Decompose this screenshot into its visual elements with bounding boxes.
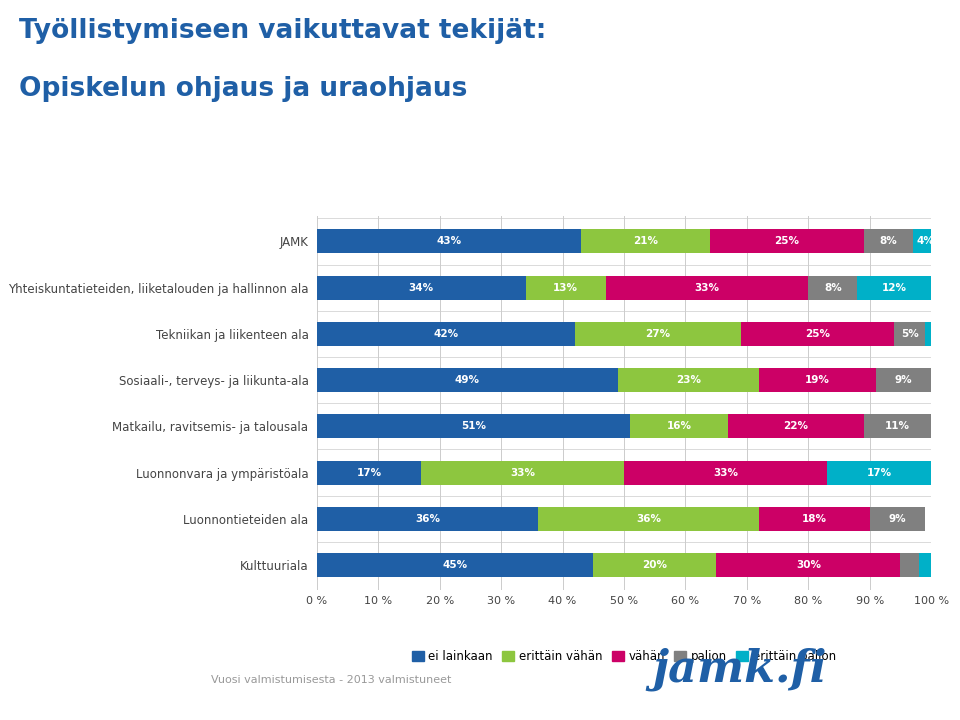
Bar [857,276,931,300]
Bar [526,276,606,300]
Bar [317,368,618,392]
Text: 16%: 16% [667,421,692,431]
Bar [317,461,421,485]
Text: 4%: 4% [916,236,934,246]
Bar [900,553,919,577]
Bar [759,507,870,531]
Text: 8%: 8% [824,283,842,292]
Text: 42%: 42% [433,329,458,339]
Text: 13%: 13% [553,283,578,292]
Text: 30%: 30% [796,560,821,570]
Bar [864,230,913,253]
Bar [919,553,937,577]
Bar [575,322,741,346]
Text: 33%: 33% [510,467,535,477]
Bar [870,507,925,531]
Bar [864,414,931,438]
Bar [925,322,937,346]
Text: 11%: 11% [885,421,910,431]
Text: 34%: 34% [409,283,434,292]
Text: 49%: 49% [455,375,480,385]
Bar [876,368,931,392]
Text: 8%: 8% [879,236,897,246]
Text: 33%: 33% [713,467,738,477]
Bar [710,230,864,253]
Text: Opiskelun ohjaus ja uraohjaus: Opiskelun ohjaus ja uraohjaus [19,76,468,102]
Bar [581,230,710,253]
Bar [913,230,937,253]
Bar [759,368,876,392]
Text: 5%: 5% [900,329,919,339]
Text: 25%: 25% [805,329,830,339]
Text: 9%: 9% [895,375,912,385]
Text: 17%: 17% [867,467,892,477]
Text: 36%: 36% [415,514,440,523]
Text: 45%: 45% [443,560,468,570]
Bar [606,276,808,300]
Text: Työllistymiseen vaikuttavat tekijät:: Työllistymiseen vaikuttavat tekijät: [19,18,546,44]
Bar [716,553,900,577]
Legend: ei lainkaan, erittäin vähän, vähän, paljon, erittäin paljon: ei lainkaan, erittäin vähän, vähän, palj… [407,645,841,667]
Text: 27%: 27% [645,329,670,339]
Text: 19%: 19% [805,375,830,385]
Text: 25%: 25% [775,236,800,246]
Text: Vuosi valmistumisesta - 2013 valmistuneet: Vuosi valmistumisesta - 2013 valmistunee… [211,675,451,685]
Bar [808,276,857,300]
Text: 23%: 23% [676,375,701,385]
Bar [317,322,575,346]
Bar [593,553,716,577]
Text: 21%: 21% [633,236,658,246]
Bar [317,230,581,253]
Bar [895,322,925,346]
Bar [630,414,729,438]
Bar [421,461,624,485]
Text: 51%: 51% [461,421,486,431]
Text: 17%: 17% [356,467,381,477]
Text: 12%: 12% [882,283,907,292]
Bar [624,461,827,485]
Bar [317,276,526,300]
Text: 9%: 9% [889,514,906,523]
Text: 22%: 22% [783,421,808,431]
Bar [741,322,895,346]
Text: 36%: 36% [636,514,661,523]
Bar [827,461,931,485]
Bar [317,414,630,438]
Bar [618,368,759,392]
Text: 33%: 33% [694,283,719,292]
Text: jamk.fi: jamk.fi [653,648,828,691]
Bar [317,507,538,531]
Text: 18%: 18% [802,514,827,523]
Bar [317,553,593,577]
Text: 20%: 20% [642,560,667,570]
Text: 43%: 43% [437,236,462,246]
Bar [538,507,759,531]
Bar [729,414,864,438]
